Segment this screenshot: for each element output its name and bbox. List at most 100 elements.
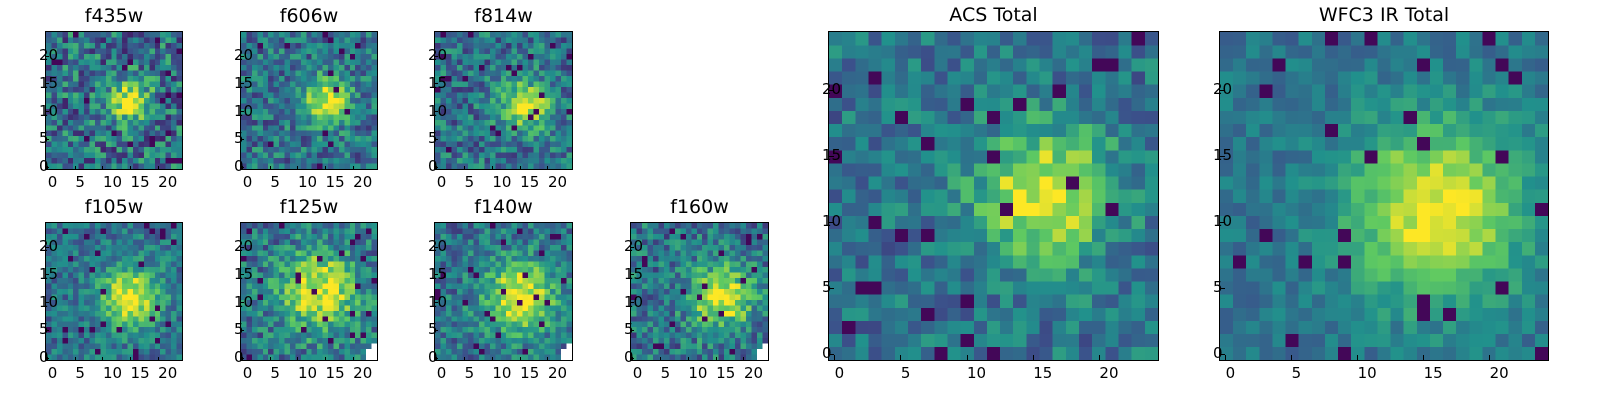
y-tick-mark (45, 83, 49, 85)
y-tick-label: 5 (234, 320, 244, 339)
y-tick-mark (630, 274, 634, 276)
y-tick-label: 20 (428, 46, 448, 65)
y-tick-label: 20 (39, 46, 59, 65)
y-tick-mark (434, 111, 438, 113)
x-tick-mark (74, 357, 76, 361)
y-tick-label: 5 (428, 129, 438, 148)
x-tick-mark (352, 166, 354, 170)
x-tick-label: 15 (520, 173, 540, 191)
heatmap-svg (435, 223, 572, 360)
y-tick-mark (240, 329, 244, 331)
panel-title: f606w (279, 5, 339, 27)
x-tick-mark (464, 357, 466, 361)
y-tick-label: 0 (39, 348, 49, 367)
x-tick-label: 5 (75, 364, 85, 382)
x-tick-mark (491, 357, 493, 361)
x-tick-label: 15 (325, 364, 345, 382)
x-tick-mark (297, 166, 299, 170)
x-tick-label: 10 (688, 364, 708, 382)
y-tick-mark (828, 287, 834, 289)
x-tick-label: 0 (436, 173, 447, 191)
y-tick-mark (434, 329, 438, 331)
y-tick-mark (434, 246, 438, 248)
y-tick-mark (240, 138, 244, 140)
heatmap-image (630, 222, 769, 361)
y-tick-label: 15 (1213, 146, 1233, 165)
x-tick-label: 0 (47, 173, 58, 191)
y-tick-label: 15 (234, 264, 254, 283)
x-tick-label: 20 (353, 364, 373, 382)
panel-title: WFC3 IR Total (1318, 4, 1450, 26)
heatmap-svg (46, 223, 182, 360)
x-tick-label: 5 (464, 364, 475, 382)
y-tick-label: 5 (234, 129, 244, 148)
x-tick-mark (1032, 355, 1034, 361)
y-tick-label: 20 (1213, 80, 1233, 99)
y-tick-label: 10 (39, 292, 59, 311)
heatmap-image (240, 31, 378, 170)
x-tick-label: 20 (158, 364, 178, 382)
x-tick-label: 0 (242, 364, 253, 382)
panel-acs-total: ACS Total 0 5 10 15 20 0 5 10 15 20 (822, 4, 1159, 381)
y-tick-mark (1219, 353, 1225, 355)
x-tick-mark (900, 355, 902, 361)
panel-title: f140w (474, 196, 533, 218)
y-tick-mark (45, 138, 49, 140)
panel-f160w: f160w 0 5 10 15 20 0 5 10 15 20 (624, 196, 769, 381)
heatmap-svg (435, 32, 572, 169)
x-tick-mark (1357, 355, 1359, 361)
panel-f125w: f125w 0 5 10 15 20 0 5 10 15 20 (234, 196, 378, 381)
y-tick-mark (434, 138, 438, 140)
x-tick-mark (436, 166, 438, 170)
y-tick-mark (630, 246, 634, 248)
x-tick-label: 5 (1291, 364, 1302, 382)
y-tick-mark (240, 302, 244, 304)
y-tick-mark (1219, 221, 1225, 223)
y-tick-mark (1219, 155, 1225, 157)
y-tick-mark (45, 329, 49, 331)
y-tick-mark (45, 55, 49, 57)
y-tick-mark (240, 357, 244, 359)
x-tick-mark (1225, 355, 1227, 361)
y-tick-label: 15 (822, 146, 842, 165)
y-tick-mark (828, 353, 834, 355)
x-tick-label: 20 (1099, 364, 1119, 382)
y-tick-label: 15 (428, 73, 448, 92)
y-tick-mark (1219, 89, 1225, 91)
y-tick-mark (240, 166, 244, 168)
x-tick-mark (436, 357, 438, 361)
y-tick-label: 15 (428, 264, 448, 283)
x-tick-mark (325, 357, 327, 361)
x-tick-mark (1489, 355, 1491, 361)
y-tick-mark (240, 274, 244, 276)
x-tick-mark (660, 357, 662, 361)
x-tick-label: 15 (520, 364, 540, 382)
x-tick-label: 15 (130, 364, 150, 382)
y-tick-label: 10 (428, 292, 448, 311)
x-tick-mark (102, 357, 104, 361)
x-tick-mark (743, 357, 745, 361)
heatmap-image (434, 31, 573, 170)
panel-title: f160w (670, 196, 729, 218)
x-tick-label: 20 (547, 364, 568, 382)
y-tick-label: 0 (428, 157, 438, 176)
x-tick-label: 10 (1357, 364, 1377, 382)
x-tick-mark (519, 357, 521, 361)
x-tick-mark (47, 166, 49, 170)
x-tick-label: 10 (297, 173, 318, 191)
y-tick-label: 0 (624, 348, 634, 367)
x-tick-label: 0 (47, 364, 58, 382)
x-tick-label: 10 (102, 364, 123, 382)
x-tick-label: 10 (102, 173, 123, 191)
y-tick-label: 15 (624, 264, 644, 283)
x-tick-label: 0 (834, 364, 845, 382)
x-tick-mark (834, 355, 836, 361)
x-tick-mark (297, 357, 299, 361)
x-tick-label: 5 (660, 364, 671, 382)
heatmap-svg (241, 223, 377, 360)
x-tick-mark (157, 166, 159, 170)
y-tick-label: 10 (234, 292, 254, 311)
y-tick-label: 10 (822, 212, 842, 231)
x-tick-mark (47, 357, 49, 361)
x-tick-mark (687, 357, 689, 361)
